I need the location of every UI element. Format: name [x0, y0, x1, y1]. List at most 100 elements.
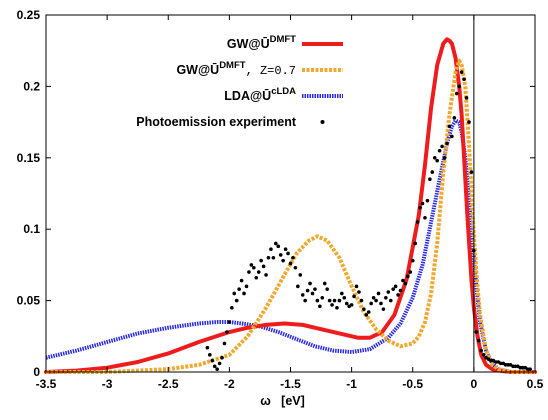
experiment-point [384, 295, 388, 300]
experiment-point [208, 353, 212, 357]
experiment-point [371, 295, 376, 300]
experiment-point [234, 298, 239, 303]
experiment-point [413, 241, 417, 246]
experiment-point [291, 255, 295, 260]
experiment-point [474, 330, 479, 334]
experiment-point [481, 353, 486, 357]
legend-label: GW@ŪDMFT [227, 34, 296, 51]
experiment-point [293, 265, 298, 270]
experiment-point [440, 144, 444, 149]
experiment-point [217, 361, 222, 366]
experiment-point [215, 367, 219, 371]
experiment-point [366, 310, 371, 314]
legend-label-suffix: , Z=0.7 [246, 64, 296, 78]
experiment-point [352, 294, 356, 299]
legend-label: LDA@ŪcLDA [224, 86, 296, 103]
x-tick-label: -0.5 [402, 377, 423, 391]
experiment-point [386, 290, 391, 294]
experiment-point [457, 84, 462, 89]
experiment-point [476, 338, 481, 343]
legend-label-main: LDA@Ū [224, 89, 271, 103]
experiment-point [252, 265, 256, 270]
legend-label: GW@ŪDMFT, Z=0.7 [176, 60, 296, 78]
y-tick-label: 0.1 [23, 222, 40, 236]
experiment-point [222, 341, 227, 346]
experiment-point [305, 288, 310, 293]
experiment-point [254, 275, 259, 280]
experiment-point [247, 270, 251, 274]
legend-label-main: GW@Ū [176, 63, 219, 77]
series-line-lda-clda [45, 118, 535, 374]
experiment-point [249, 263, 254, 267]
experiment-point [469, 170, 474, 174]
experiment-point [298, 273, 303, 277]
experiment-point [315, 298, 320, 303]
experiment-point [344, 301, 349, 306]
experiment-point [320, 295, 325, 300]
experiment-point [432, 156, 437, 160]
experiment-point [256, 270, 261, 274]
experiment-point [393, 284, 398, 289]
experiment-point [205, 345, 210, 350]
experiment-point [388, 298, 393, 303]
experiment-point [415, 220, 420, 224]
experiment-point [467, 120, 471, 124]
experiment-point [454, 91, 459, 96]
axes-layer: -3.5 -3 -2.5 -2 -1.5 -1 -0.5 0 0.5 0 0.05 0.1 0.15 0.… [17, 8, 544, 391]
experiment-point [364, 313, 369, 317]
experiment-point [296, 284, 300, 289]
experiment-point [450, 134, 454, 139]
x-tick-label: -3.5 [36, 377, 57, 391]
experiment-point [398, 288, 403, 293]
experiment-point [276, 244, 281, 249]
experiment-point [403, 281, 408, 286]
experiment-point [423, 215, 427, 220]
experiment-point [227, 320, 232, 324]
experiment-point [327, 298, 332, 303]
experiment-point [418, 205, 422, 210]
experiment-point [374, 298, 378, 303]
experiment-point [313, 287, 317, 291]
experiment-point [452, 116, 457, 120]
experiment-point [244, 284, 249, 289]
x-tick-label: 0.5 [527, 377, 544, 391]
series-line-gw-dmft [44, 37, 537, 374]
experiment-point [271, 255, 276, 260]
experiment-points-layer [205, 70, 532, 371]
experiment-point [391, 287, 395, 291]
experiment-point [308, 281, 312, 286]
series-layer [44, 37, 537, 374]
series-line-gw-dmft-z07 [46, 58, 535, 374]
experiment-point [278, 253, 283, 257]
x-tick-label: -1 [346, 377, 357, 391]
experiment-point [410, 258, 415, 263]
x-tick-label: 0 [471, 377, 478, 391]
experiment-point [428, 177, 432, 182]
experiment-point [332, 298, 337, 303]
experiment-point [445, 141, 449, 146]
experiment-point [381, 307, 386, 311]
x-tick-label: -1.5 [280, 377, 301, 391]
experiment-point [242, 291, 246, 296]
experiment-point [420, 201, 425, 206]
experiment-point [379, 301, 383, 306]
experiment-point [232, 291, 237, 296]
experiment-point [261, 264, 266, 269]
experiment-point [437, 148, 442, 153]
x-tick-label: -2.5 [158, 377, 179, 391]
experiment-point [288, 261, 293, 266]
experiment-point [406, 274, 410, 279]
experiment-point [342, 295, 347, 300]
experiment-point [269, 247, 273, 251]
experiment-point [479, 348, 484, 353]
experiment-point [425, 198, 430, 203]
experiment-point [447, 124, 452, 129]
experiment-point [318, 304, 322, 309]
experiment-point [212, 364, 217, 369]
x-tick-label: -2 [224, 377, 235, 391]
x-axis-label: ω [eV] [260, 394, 305, 408]
experiment-point [322, 281, 327, 286]
experiment-point [464, 96, 469, 100]
y-tick-label: 0.25 [17, 8, 41, 22]
